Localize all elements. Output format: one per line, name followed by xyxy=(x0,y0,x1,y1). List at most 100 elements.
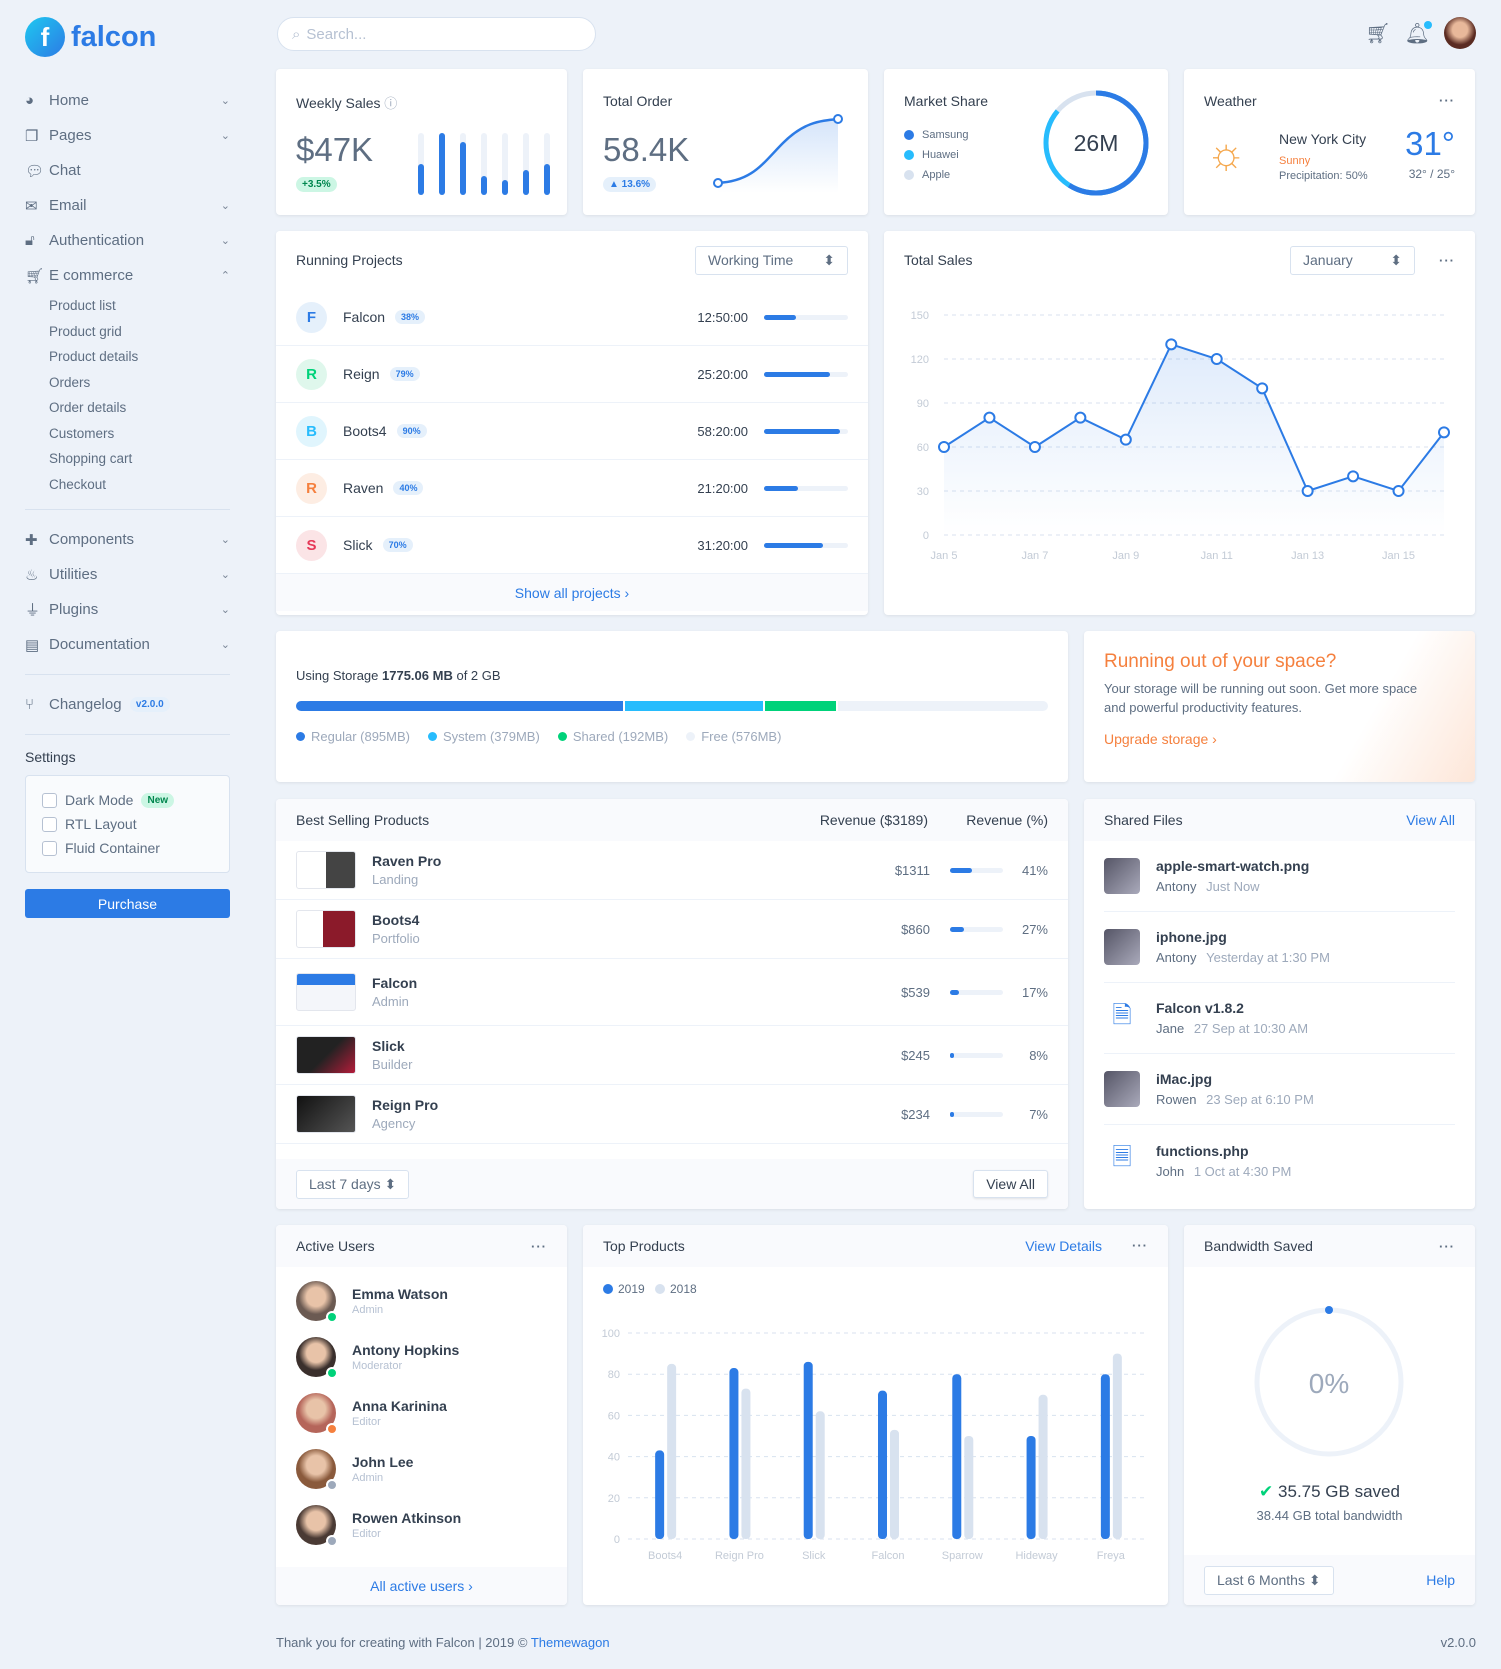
sidebar-item-utilities[interactable]: ♨ Utilities ⌄ xyxy=(25,557,230,592)
sidebar-item-changelog[interactable]: ⑂ Changelog v2.0.0 xyxy=(25,687,230,722)
checkbox[interactable] xyxy=(42,792,57,808)
project-row[interactable]: R Raven 40% 21:20:00 xyxy=(276,460,868,517)
view-details-link[interactable]: View Details xyxy=(1025,1238,1102,1254)
file-name[interactable]: Falcon v1.8.2 xyxy=(1156,1000,1244,1016)
file-row[interactable]: iphone.jpg Antony Yesterday at 1:30 PM xyxy=(1104,912,1455,983)
col-header[interactable]: Revenue ($3189) xyxy=(819,812,928,828)
product-row[interactable]: Falcon Admin $539 17% xyxy=(276,959,1068,1026)
avatar xyxy=(296,1505,338,1547)
file-row[interactable]: 🗏︎ functions.php John 1 Oct at 4:30 PM xyxy=(1104,1125,1455,1196)
product-row[interactable]: Reign Pro Agency $234 7% xyxy=(276,1085,1068,1144)
sidebar-subitem[interactable]: Product list xyxy=(49,298,116,313)
label: Home xyxy=(49,92,90,109)
user-row[interactable]: Anna Karinina Editor xyxy=(276,1385,567,1441)
user-name[interactable]: Rowen Atkinson xyxy=(352,1510,462,1526)
status-dot xyxy=(326,1479,338,1491)
file-row[interactable]: 🗎︎ Falcon v1.8.2 Jane 27 Sep at 10:30 AM xyxy=(1104,983,1455,1054)
project-row[interactable]: F Falcon 38% 12:50:00 xyxy=(276,289,868,346)
user-name[interactable]: Emma Watson xyxy=(352,1286,448,1302)
purchase-button[interactable]: Purchase xyxy=(25,889,230,918)
product-row[interactable]: Slick Builder $245 8% xyxy=(276,1026,1068,1085)
legend-item: Regular (895MB) xyxy=(296,729,410,744)
view-all-button[interactable]: View All xyxy=(973,1170,1048,1198)
bell-icon[interactable]: 🔔︎ xyxy=(1404,20,1432,45)
legend-label: System (379MB) xyxy=(443,729,540,744)
project-row[interactable]: R Reign 79% 25:20:00 xyxy=(276,346,868,403)
date-range-select[interactable]: Last 7 days ⬍ xyxy=(296,1169,410,1199)
all-active-users-link[interactable]: All active users › xyxy=(276,1567,567,1605)
file-name[interactable]: apple-smart-watch.png xyxy=(1156,858,1310,874)
checkbox[interactable] xyxy=(42,840,57,856)
product-name[interactable]: Boots4 xyxy=(372,912,420,928)
more-icon[interactable]: ··· xyxy=(531,1238,547,1254)
sidebar-item-email[interactable]: ✉ Email ⌄ xyxy=(25,188,230,223)
product-name[interactable]: Slick xyxy=(372,1038,405,1054)
logo[interactable]: f falcon xyxy=(25,15,230,59)
x-tick-label: Boots4 xyxy=(648,1550,682,1562)
help-link[interactable]: Help xyxy=(1426,1572,1455,1588)
status-dot xyxy=(326,1535,338,1547)
sidebar-item-e-commerce[interactable]: 🛒︎ E commerce ⌃ xyxy=(25,258,230,293)
search-input[interactable]: ⌕ Search... xyxy=(277,17,596,51)
more-icon[interactable]: ··· xyxy=(1439,1238,1455,1254)
sidebar-subitem[interactable]: Product grid xyxy=(49,323,122,339)
file-name[interactable]: functions.php xyxy=(1156,1142,1249,1159)
user-name[interactable]: Anna Karinina xyxy=(352,1398,447,1414)
sidebar-item-home[interactable]: ◕ Home ⌄ xyxy=(25,83,230,118)
sidebar-item-plugins[interactable]: ⏚ Plugins ⌄ xyxy=(25,592,230,627)
sidebar-subitem[interactable]: Order details xyxy=(49,400,127,415)
project-row[interactable]: B Boots4 90% 58:20:00 xyxy=(276,403,868,460)
question-icon[interactable]: ⓘ xyxy=(384,96,398,111)
weekly-bar xyxy=(439,133,445,195)
user-name[interactable]: Antony Hopkins xyxy=(352,1342,460,1358)
period-select[interactable]: Last 6 Months ⬍ xyxy=(1204,1565,1334,1595)
product-name[interactable]: Reign Pro xyxy=(372,1097,439,1113)
more-icon[interactable]: ··· xyxy=(1439,93,1455,108)
file-user: John xyxy=(1156,1163,1185,1179)
show-all-projects-link[interactable]: Show all projects › xyxy=(276,574,868,611)
sidebar-subitem[interactable]: Shopping cart xyxy=(49,451,133,466)
col-header[interactable]: Revenue (%) xyxy=(966,812,1048,828)
product-name[interactable]: Falcon xyxy=(372,975,418,991)
project-row[interactable]: S Slick 70% 31:20:00 xyxy=(276,517,868,574)
sidebar-item-pages[interactable]: ❐ Pages ⌄ xyxy=(25,118,230,153)
user-row[interactable]: John Lee Admin xyxy=(276,1441,567,1497)
month-select[interactable]: January ⬍ xyxy=(1290,245,1415,275)
product-row[interactable]: Boots4 Portfolio $860 27% xyxy=(276,900,1068,959)
product-row[interactable]: Raven Pro Landing $1311 41% xyxy=(276,841,1068,900)
cart-icon[interactable]: 🛒︎ xyxy=(1365,22,1391,45)
user-row[interactable]: Rowen Atkinson Editor xyxy=(276,1497,567,1553)
sidebar-item-components[interactable]: ✚ Components ⌄ xyxy=(25,522,230,557)
user-name[interactable]: John Lee xyxy=(352,1454,414,1470)
product-category: Builder xyxy=(372,1057,413,1072)
sidebar-item-chat[interactable]: 💬︎ Chat xyxy=(25,153,230,188)
more-icon[interactable]: ··· xyxy=(1132,1238,1148,1253)
view-all-link[interactable]: View All xyxy=(1406,812,1455,828)
file-row[interactable]: iMac.jpg Rowen 23 Sep at 6:10 PM xyxy=(1104,1054,1455,1125)
sidebar-subitem[interactable]: Checkout xyxy=(49,476,107,492)
product-name[interactable]: Raven Pro xyxy=(372,853,442,869)
avatar[interactable] xyxy=(1444,17,1476,49)
file-name[interactable]: iphone.jpg xyxy=(1156,929,1227,945)
sidebar-item-authentication[interactable]: 🔓︎ Authentication ⌄ xyxy=(25,223,230,258)
themewagon-link[interactable]: Themewagon xyxy=(530,1635,610,1650)
setting-checkbox[interactable]: Fluid Container xyxy=(42,836,213,860)
revenue-bar xyxy=(950,867,1003,873)
user-row[interactable]: Emma Watson Admin xyxy=(276,1273,567,1329)
more-icon[interactable]: ··· xyxy=(1439,252,1455,268)
upgrade-storage-link[interactable]: Upgrade storage › xyxy=(1104,731,1217,747)
user-row[interactable]: Antony Hopkins Moderator xyxy=(276,1329,567,1385)
file-name[interactable]: iMac.jpg xyxy=(1156,1071,1213,1087)
sidebar-item-documentation[interactable]: ▤ Documentation ⌄ xyxy=(25,627,230,662)
file-row[interactable]: apple-smart-watch.png Antony Just Now xyxy=(1104,841,1455,912)
working-time-select[interactable]: Working Time ⬍ xyxy=(695,245,848,275)
setting-checkbox[interactable]: RTL Layout xyxy=(42,812,213,836)
sidebar-subitem[interactable]: Customers xyxy=(49,425,115,441)
setting-checkbox[interactable]: Dark Mode New xyxy=(42,788,213,812)
legend-dot xyxy=(296,732,305,741)
checkbox[interactable] xyxy=(42,816,57,832)
sidebar-subitem[interactable]: Product details xyxy=(49,349,139,364)
legend-item: Apple xyxy=(904,165,968,185)
fire-icon: ♨ xyxy=(25,566,39,584)
sidebar-subitem[interactable]: Orders xyxy=(49,374,91,390)
